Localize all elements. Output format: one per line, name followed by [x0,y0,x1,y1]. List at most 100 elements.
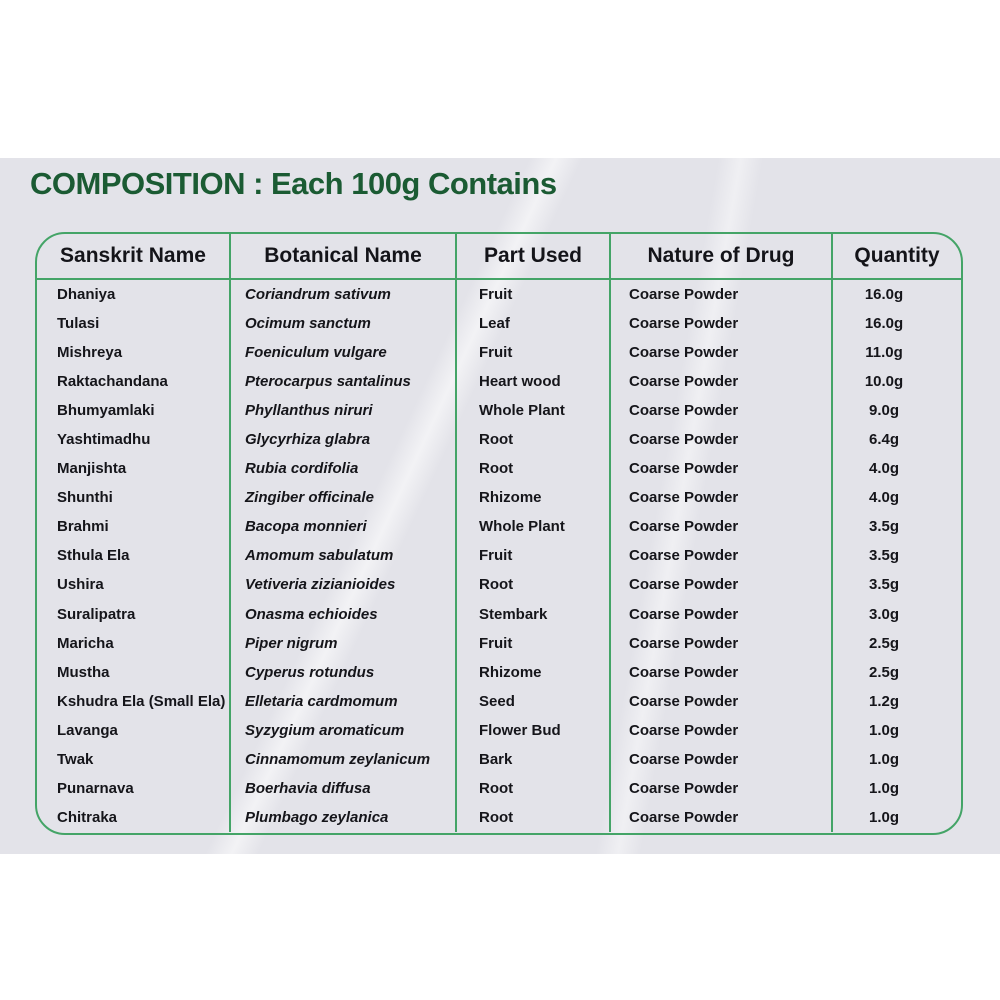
cell-sanskrit: Raktachandana [37,367,231,397]
table-row: Dhaniya Coriandrum sativum Fruit Coarse Pow… [37,280,961,310]
cell-botanical: Amomum sabulatum [231,541,457,571]
cell-sanskrit: Shunthi [37,483,231,513]
cell-sanskrit: Mustha [37,657,231,687]
cell-nature: Coarse Powder [611,541,833,571]
cell-nature: Coarse Powder [611,454,833,484]
table-row: Mustha Cyperus rotundus Rhizome Coarse Powd… [37,657,961,687]
cell-part: Heart wood [457,367,611,397]
cell-quantity: 3.0g [868,605,899,623]
cell-part: Fruit [457,280,611,310]
cell-part: Rhizome [457,483,611,513]
cell-quantity: 1.0g [868,721,899,739]
cell-nature: Coarse Powder [611,512,833,542]
cell-part: Whole Plant [457,512,611,542]
cell-part: Root [457,454,611,484]
table-row: Twak Cinnamomum zeylanicum Bark Coarse Powd… [37,744,961,774]
table-row: Ushira Vetiveria zizianioides Root Coarse P… [37,570,961,600]
table-row: Raktachandana Pterocarpus santalinus Heart… [37,367,961,397]
cell-botanical: Zingiber officinale [231,483,457,513]
cell-nature: Coarse Powder [611,628,833,658]
cell-part: Fruit [457,628,611,658]
cell-nature: Coarse Powder [611,599,833,629]
cell-nature: Coarse Powder [611,425,833,455]
cell-sanskrit: Manjishta [37,454,231,484]
table-row: Sthula Ela Amomum sabulatum Fruit Coarse Po… [37,541,961,571]
cell-nature: Coarse Powder [611,802,833,832]
cell-quantity: 3.5g [868,547,899,565]
cell-part: Rhizome [457,657,611,687]
cell-nature: Coarse Powder [611,280,833,310]
cell-sanskrit: Suralipatra [37,599,231,629]
cell-nature: Coarse Powder [611,657,833,687]
cell-botanical: Ocimum sanctum [231,309,457,339]
cell-botanical: Onasma echioides [231,599,457,629]
cell-part: Root [457,425,611,455]
cell-quantity: 11.0g [865,344,903,362]
cell-part: Root [457,773,611,803]
cell-sanskrit: Lavanga [37,715,231,745]
cell-botanical: Vetiveria zizianioides [231,570,457,600]
cell-botanical: Piper nigrum [231,628,457,658]
label-background [0,158,1000,854]
column-header-sanskrit-name: Sanskrit Name [37,234,231,278]
cell-quantity: 1.0g [868,808,899,826]
cell-sanskrit: Dhaniya [37,280,231,310]
cell-quantity: 16.0g [864,315,904,333]
cell-sanskrit: Ushira [37,570,231,600]
table-row: Lavanga Syzygium aromaticum Flower Bud Coar… [37,715,961,745]
cell-sanskrit: Tulasi [37,309,231,339]
cell-sanskrit: Sthula Ela [37,541,231,571]
cell-sanskrit: Yashtimadhu [37,425,231,455]
table-row: Mishreya Foeniculum vulgare Fruit Coarse Po… [37,338,961,368]
cell-nature: Coarse Powder [611,744,833,774]
table-row: Kshudra Ela (Small Ela) Elletaria cardmom… [37,686,961,716]
cell-part: Fruit [457,541,611,571]
cell-part: Seed [457,686,611,716]
cell-nature: Coarse Powder [611,715,833,745]
cell-sanskrit: Punarnava [37,773,231,803]
cell-sanskrit: Maricha [37,628,231,658]
cell-part: Fruit [457,338,611,368]
cell-part: Flower Bud [457,715,611,745]
table-row: Suralipatra Onasma echioides Stembark Coars… [37,599,961,629]
cell-quantity: 4.0g [868,489,899,507]
table-row: Yashtimadhu Glycyrhiza glabra Root Coarse P… [37,425,961,455]
cell-botanical: Cyperus rotundus [231,657,457,687]
column-header-part-used: Part Used [457,234,611,278]
cell-nature: Coarse Powder [611,309,833,339]
cell-botanical: Coriandrum sativum [231,280,457,310]
table-row: Manjishta Rubia cordifolia Root Coarse Powd… [37,454,961,484]
cell-part: Bark [457,744,611,774]
cell-quantity: 1.0g [868,779,899,797]
cell-quantity: 9.0g [868,402,899,420]
cell-quantity: 10.0g [864,373,904,391]
table-row: Brahmi Bacopa monnieri Whole Plant Coarse P… [37,512,961,542]
cell-sanskrit: Brahmi [37,512,231,542]
cell-botanical: Syzygium aromaticum [231,715,457,745]
cell-part: Whole Plant [457,396,611,426]
cell-botanical: Rubia cordifolia [231,454,457,484]
cell-sanskrit: Mishreya [37,338,231,368]
cell-quantity: 3.5g [868,576,899,594]
cell-botanical: Boerhavia diffusa [231,773,457,803]
cell-part: Leaf [457,309,611,339]
cell-nature: Coarse Powder [611,483,833,513]
cell-nature: Coarse Powder [611,686,833,716]
page-title: COMPOSITION : Each 100g Contains [30,166,557,201]
cell-quantity: 6.4g [868,431,899,449]
table-row: Punarnava Boerhavia diffusa Root Coarse Pow… [37,773,961,803]
table-row: Shunthi Zingiber officinale Rhizome Coarse … [37,483,961,513]
cell-nature: Coarse Powder [611,570,833,600]
cell-nature: Coarse Powder [611,773,833,803]
cell-quantity: 1.2g [868,692,899,710]
cell-botanical: Phyllanthus niruri [231,396,457,426]
cell-botanical: Foeniculum vulgare [231,338,457,368]
cell-sanskrit: Twak [37,744,231,774]
cell-nature: Coarse Powder [611,396,833,426]
cell-quantity: 16.0g [864,286,904,304]
table-row: Tulasi Ocimum sanctum Leaf Coarse Powder 16.… [37,309,961,339]
cell-part: Root [457,802,611,832]
cell-botanical: Cinnamomum zeylanicum [231,744,457,774]
cell-quantity: 3.5g [868,518,899,536]
